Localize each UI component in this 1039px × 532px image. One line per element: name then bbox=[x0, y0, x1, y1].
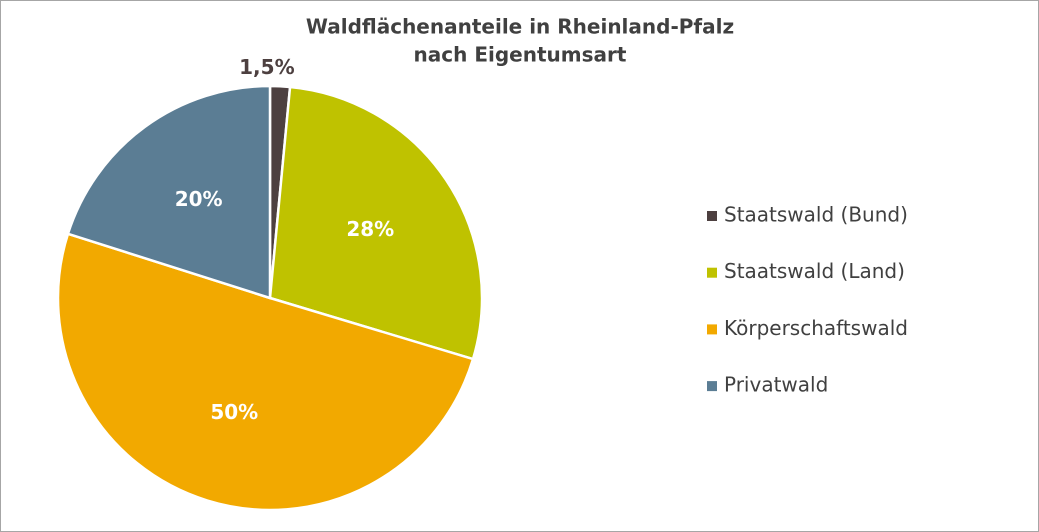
pie-slice bbox=[66, 84, 272, 300]
legend-label: Staatswald (Bund) bbox=[724, 203, 908, 227]
chart-title: nach Eigentumsart bbox=[414, 43, 627, 67]
data-label: 1,5% bbox=[239, 55, 294, 79]
data-label: 20% bbox=[175, 187, 223, 211]
legend-label: Staatswald (Land) bbox=[724, 259, 905, 283]
data-label: 50% bbox=[210, 400, 258, 424]
legend-swatch bbox=[707, 324, 717, 335]
legend-swatch bbox=[707, 381, 717, 392]
legend-swatch bbox=[707, 267, 717, 278]
legend-label: Privatwald bbox=[724, 373, 828, 397]
legend-swatch bbox=[707, 211, 717, 221]
chart-title: Waldflächenanteile in Rheinland-Pfalz bbox=[306, 15, 734, 39]
data-label: 28% bbox=[346, 217, 394, 241]
legend-label: Körperschaftswald bbox=[724, 316, 908, 340]
pie-slice bbox=[56, 232, 475, 512]
pie-slice bbox=[268, 85, 484, 361]
